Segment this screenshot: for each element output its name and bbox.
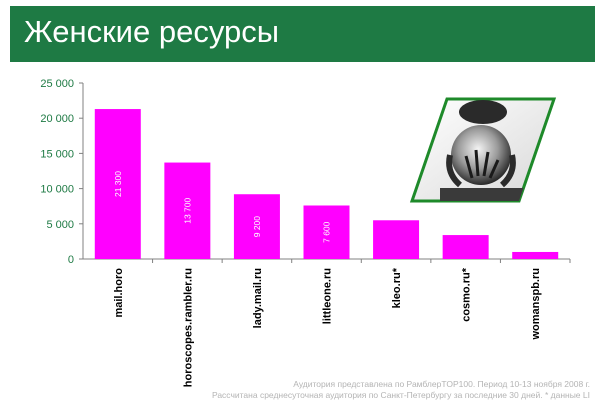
bar-data-label: 13 700: [182, 198, 192, 224]
footnote: Аудитория представлена по РамблерTOP100.…: [150, 379, 590, 401]
y-tick-label: 20 000: [40, 113, 74, 125]
y-tick-label: 15 000: [40, 148, 74, 160]
footnote-line-1: Аудитория представлена по РамблерTOP100.…: [293, 379, 590, 389]
bar: [442, 235, 489, 259]
bar: [164, 162, 211, 259]
y-axis: 0 5 000 10 000 15 000 20 000 25 000: [40, 78, 570, 266]
x-category-label: mail.horo: [113, 268, 125, 318]
page-title: Женские ресурсы: [24, 14, 279, 49]
footnote-line-2: Рассчитана среднесуточная аудитория по С…: [211, 390, 590, 400]
bar: [233, 194, 280, 259]
x-category-label: cosmo.ru*: [461, 267, 473, 322]
x-category-label: womanspb.ru: [530, 268, 542, 341]
crystal-ball-photo: [409, 97, 557, 203]
bar-data-label: 7 600: [322, 221, 332, 243]
crystal-ball-hands-photo: [440, 100, 525, 201]
title-bar: Женские ресурсы: [10, 6, 595, 62]
y-tick-label: 10 000: [40, 184, 74, 196]
x-category-label: horoscopes.rambler.ru: [182, 268, 194, 387]
x-category-label: kleo.ru*: [391, 267, 403, 308]
bar: [512, 251, 559, 259]
y-tick-label: 0: [68, 254, 74, 266]
bars: 21 300 13 700 9 200 7 600: [94, 109, 571, 263]
bar-data-label: 21 300: [113, 171, 123, 197]
bar: [373, 220, 420, 259]
bar-data-label: 9 200: [252, 216, 262, 238]
y-tick-label: 25 000: [40, 78, 74, 90]
y-tick-label: 5 000: [46, 219, 74, 231]
x-category-label: littleone.ru: [322, 268, 334, 324]
bar: [303, 205, 350, 259]
x-category-label: lady.mail.ru: [252, 268, 264, 328]
bar: [94, 109, 141, 259]
x-axis-labels: mail.horo horoscopes.rambler.ru lady.mail.…: [113, 267, 542, 387]
